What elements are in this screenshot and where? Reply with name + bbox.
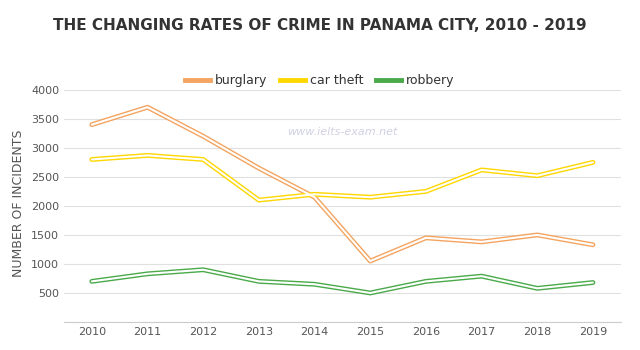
Text: www.ielts-exam.net: www.ielts-exam.net [287,127,397,136]
Legend: burglary, car theft, robbery: burglary, car theft, robbery [180,69,460,92]
Text: THE CHANGING RATES OF CRIME IN PANAMA CITY, 2010 - 2019: THE CHANGING RATES OF CRIME IN PANAMA CI… [53,18,587,33]
Y-axis label: NUMBER OF INCIDENTS: NUMBER OF INCIDENTS [12,129,26,277]
